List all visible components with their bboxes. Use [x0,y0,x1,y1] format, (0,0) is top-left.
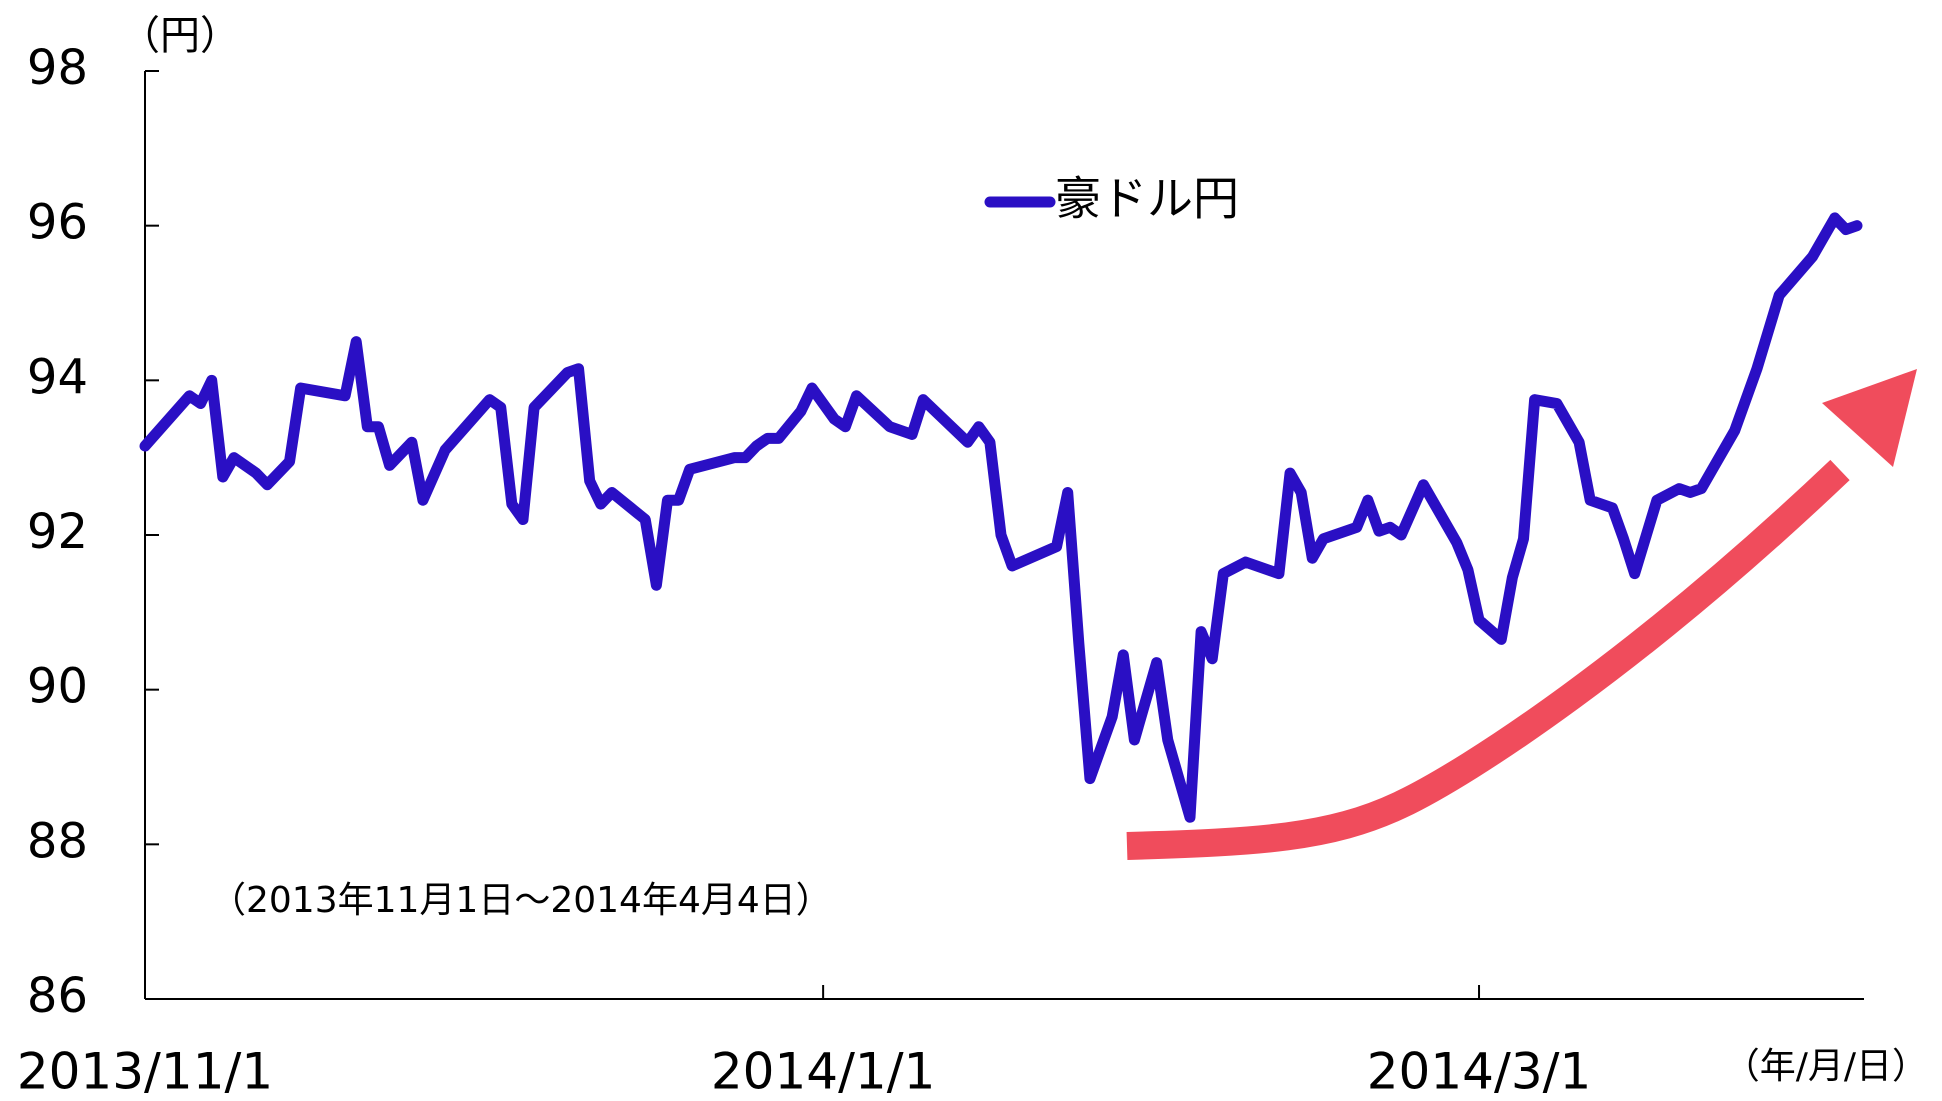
arrow-shaft [1126,459,1850,860]
data-line [139,212,1863,823]
y-tick-label: 94 [27,349,88,405]
x-tick-label: 2014/1/1 [711,1043,936,1101]
y-tick-label: 96 [27,195,88,251]
y-tick-label: 98 [27,40,88,96]
trend-arrow [1126,369,1917,860]
y-axis-label: （円） [120,13,240,59]
x-tick-label: 2013/11/1 [17,1043,273,1101]
legend-label: 豪ドル円 [1055,172,1239,226]
x-axis-label: （年/月/日） [1724,1046,1928,1087]
annotation: （2013年11月1日～2014年4月4日） [210,880,832,921]
y-tick-label: 86 [27,968,88,1024]
x-tick-label: 2014/3/1 [1367,1043,1592,1101]
y-tick-label: 90 [27,659,88,715]
y-tick-label: 88 [27,813,88,869]
y-tick-label: 92 [27,504,88,560]
arrow-head [1822,369,1917,467]
